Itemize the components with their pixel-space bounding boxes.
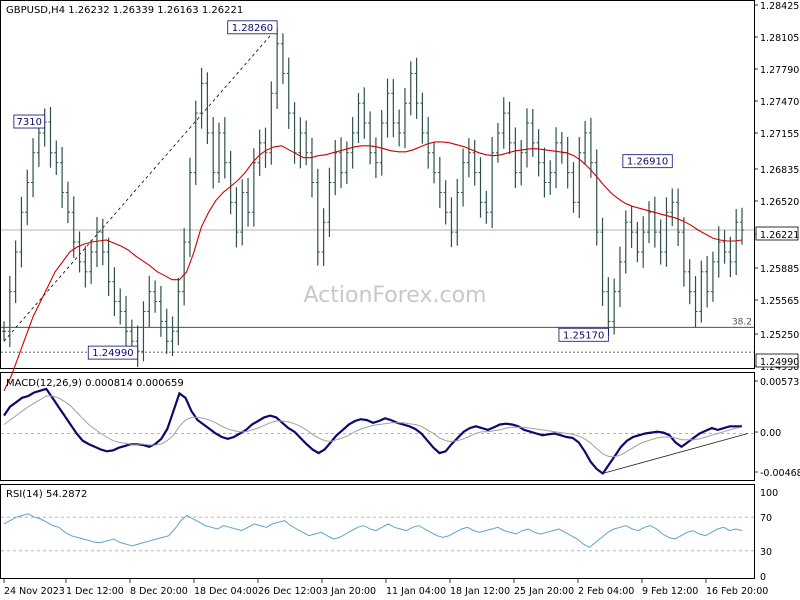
rsi-axis-label: 70 [760, 513, 772, 524]
moving-average-line [3, 141, 743, 392]
rsi-panel [0, 484, 755, 579]
annotation-box [622, 154, 673, 169]
macd-layer [1, 387, 754, 476]
price-axis-label: 1.25250 [760, 330, 799, 341]
annotation-box [13, 114, 46, 129]
time-axis-label: 11 Jan 04:00 [386, 586, 446, 597]
annotation-box [87, 345, 139, 360]
support-price-label: 1.24990 [760, 357, 799, 368]
price-axis-label: 1.25885 [760, 264, 799, 275]
annotation-label: 1.28260 [232, 23, 273, 34]
rsi-title: RSI(14) 54.2872 [6, 489, 87, 500]
time-axis-label: 8 Dec 20:00 [130, 586, 188, 597]
macd-axis-label: 0.00 [760, 428, 781, 439]
time-axis-label: 2 Feb 04:00 [578, 586, 634, 597]
price-panel [0, 0, 755, 369]
price-axis-label: 1.26835 [760, 165, 799, 176]
macd-axis-label: -0.004685 [760, 468, 800, 479]
macd-title: MACD(12,26,9) 0.000814 0.000659 [6, 378, 184, 389]
fib-label: 38.2 [732, 317, 752, 327]
time-axis-label: 9 Feb 12:00 [642, 586, 698, 597]
rsi-line [3, 513, 743, 548]
price-axis-label: 1.27470 [760, 97, 799, 108]
signal-line [3, 395, 743, 458]
rsi-axis-label: 100 [760, 488, 778, 499]
rsi-axis-label: 0 [760, 572, 766, 583]
time-axis-label: 1 Dec 12:00 [66, 586, 124, 597]
time-axis-label: 25 Jan 20:00 [514, 586, 574, 597]
annotation-label: 1.24990 [92, 348, 133, 359]
price-axis-label: 1.26520 [760, 197, 799, 208]
annotation-label: 7310 [17, 117, 42, 128]
price-layer: 38.2 1.28260 7310 1.24990 1.25170 1.26910 [1, 20, 754, 392]
watermark: ActionForex.com [304, 283, 487, 308]
annotation-label: 1.25170 [563, 330, 604, 341]
macd-divergence-line [602, 433, 748, 474]
annotation-box [558, 327, 609, 342]
time-axis-label: 24 Nov 2023 [4, 586, 65, 597]
time-axis-label: 18 Dec 04:00 [194, 586, 258, 597]
price-axis-label: 1.24930 [760, 362, 799, 373]
price-chart-title: GBPUSD,H4 1.26232 1.26339 1.26163 1.2622… [6, 5, 243, 16]
price-axis-label: 1.28425 [760, 1, 799, 12]
price-axis-label: 1.27790 [760, 65, 799, 76]
price-axis-label: 1.27155 [760, 129, 799, 140]
macd-axis-label: 0.00573 [760, 377, 799, 388]
rsi-layer [1, 513, 754, 552]
price-axis-label: 1.25565 [760, 296, 799, 307]
annotation-box [227, 20, 278, 35]
time-axis-label: 3 Jan 20:00 [322, 586, 376, 597]
time-axis-label: 16 Feb 20:00 [706, 586, 768, 597]
macd-line [3, 387, 742, 476]
last-price-label: 1.26221 [760, 230, 799, 241]
price-axis-label: 1.28105 [760, 33, 799, 44]
time-axis-label: 18 Jan 12:00 [450, 586, 510, 597]
support-price-box [755, 353, 799, 368]
macd-panel [0, 372, 755, 481]
last-price-box [755, 226, 799, 241]
axes-layer: 1.28425 1.28105 1.27790 1.27470 1.27155 1.268… [3, 1, 800, 597]
rsi-axis-label: 30 [760, 547, 772, 558]
time-axis-label: 26 Dec 12:00 [258, 586, 322, 597]
annotation-label: 1.26910 [627, 157, 668, 168]
